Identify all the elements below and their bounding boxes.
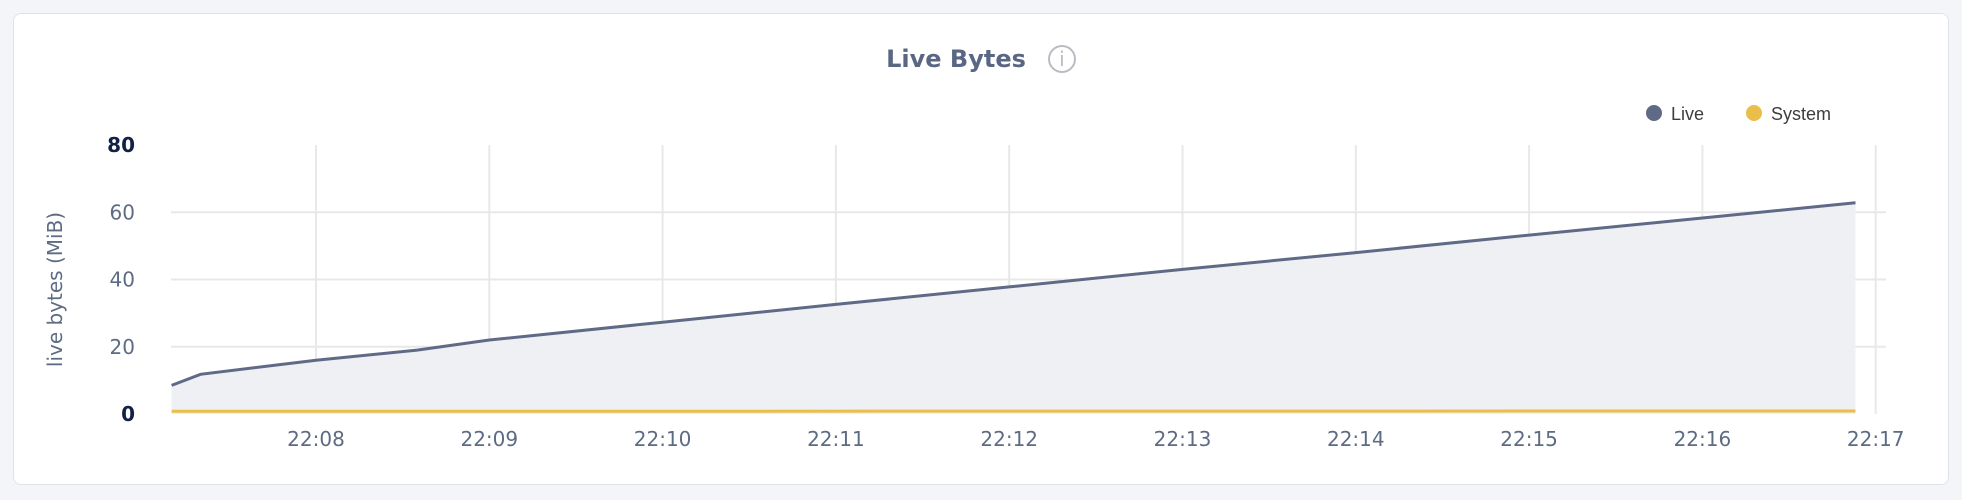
- series-area-live: [171, 202, 1856, 414]
- chart-title-row: Live Bytes i: [0, 44, 1962, 73]
- info-icon[interactable]: i: [1047, 45, 1076, 73]
- y-axis-label: live bytes (MiB): [43, 212, 67, 367]
- legend-label-system: System: [1771, 104, 1831, 124]
- y-tick-label: 20: [110, 335, 135, 359]
- series-line-live: [171, 201, 1856, 387]
- chart-title: Live Bytes: [886, 45, 1026, 73]
- x-tick-label: 22:15: [1500, 427, 1558, 451]
- x-tick-label: 22:17: [1847, 427, 1905, 451]
- legend-marker-system: [1746, 105, 1762, 121]
- y-tick-label: 60: [110, 200, 135, 224]
- x-tick-label: 22:12: [980, 427, 1038, 451]
- x-tick-label: 22:16: [1674, 427, 1732, 451]
- y-tick-label: 0: [121, 402, 135, 426]
- x-tick-label: 22:14: [1327, 427, 1385, 451]
- legend-label-live: Live: [1671, 104, 1704, 124]
- x-tick-label: 22:10: [634, 427, 692, 451]
- x-tick-label: 22:09: [460, 427, 518, 451]
- legend-marker-live: [1646, 105, 1662, 121]
- y-tick-label: 40: [110, 268, 135, 292]
- y-tick-label: 80: [107, 133, 135, 157]
- x-tick-label: 22:11: [807, 427, 865, 451]
- x-tick-label: 22:13: [1154, 427, 1212, 451]
- x-tick-label: 22:08: [287, 427, 345, 451]
